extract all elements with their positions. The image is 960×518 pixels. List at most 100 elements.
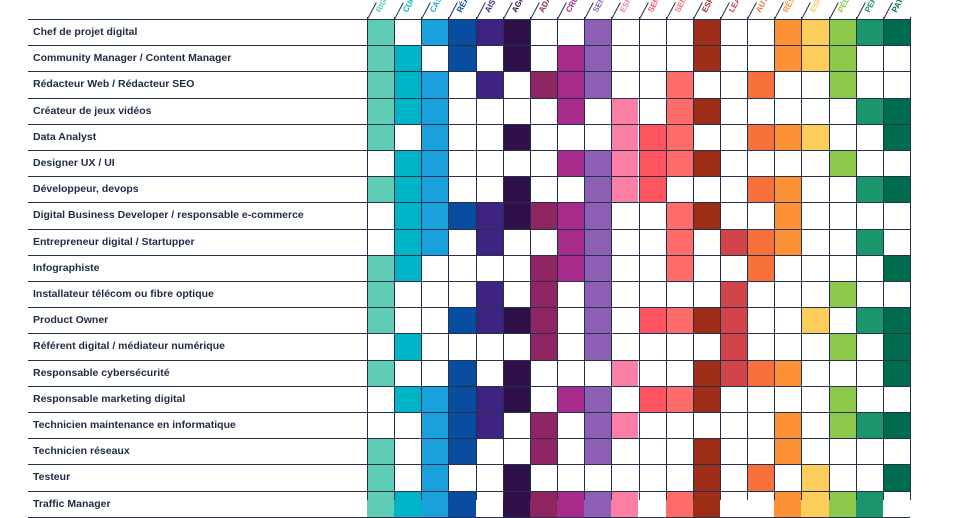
column-divider [747, 17, 749, 500]
skill-cell [584, 19, 612, 46]
skill-cell [394, 333, 422, 360]
skill-cell [692, 150, 720, 177]
skill-cell [665, 97, 693, 124]
column-divider-diagonal [665, 2, 676, 20]
skill-cell [719, 281, 748, 308]
skill-cell [502, 490, 530, 517]
skill-cell [828, 150, 856, 177]
skill-cell [475, 71, 503, 98]
column-divider [665, 17, 667, 500]
job-title: Traffic Manager [33, 497, 111, 510]
skill-cell [448, 307, 476, 334]
skill-cell [584, 202, 612, 229]
skill-cell [774, 123, 802, 150]
skill-cell [475, 307, 503, 334]
row-divider [28, 123, 910, 125]
skill-cell [557, 490, 585, 517]
column-divider [801, 17, 803, 500]
skill-cell [394, 176, 422, 203]
column-divider [882, 17, 884, 500]
skill-cell [801, 490, 829, 517]
skill-cell [692, 307, 720, 334]
skill-cell [529, 333, 558, 360]
job-title: Rédacteur Web / Rédacteur SEO [33, 78, 195, 91]
skill-cell [828, 281, 856, 308]
skill-cell [475, 19, 503, 46]
job-title: Technicien réseaux [33, 445, 130, 458]
skill-cell [747, 359, 775, 386]
row-divider [28, 412, 910, 413]
row-divider [28, 307, 910, 309]
skill-cell [774, 45, 802, 72]
job-title: Testeur [33, 471, 71, 484]
job-title: Développeur, devops [33, 183, 139, 196]
row-divider [28, 254, 910, 256]
skill-cell [665, 254, 693, 281]
skill-cell [692, 202, 720, 229]
skill-cell [692, 19, 720, 46]
skill-cell [394, 254, 422, 281]
skill-cell [502, 307, 530, 334]
skill-cell [828, 71, 856, 98]
skill-cell [692, 438, 720, 465]
skill-cell [557, 97, 585, 124]
column-divider [367, 17, 368, 500]
job-title: Community Manager / Content Manager [33, 52, 232, 65]
skill-cell [774, 176, 802, 203]
skill-cell [394, 228, 422, 255]
skill-cell [747, 71, 775, 98]
skill-cell [638, 307, 666, 334]
skill-cell [665, 307, 693, 334]
skill-cell [421, 202, 449, 229]
skill-cell [882, 97, 910, 124]
skills-matrix: RIG CUR CAS RÉA AIS AGI ADA CRE SEN ESP SEN SEN ESP L… [28, 0, 911, 518]
skill-cell [611, 412, 639, 439]
skill-cell [828, 385, 856, 412]
row-divider [28, 333, 910, 335]
skill-cell [367, 176, 395, 203]
row-divider [28, 176, 910, 178]
skill-cell [882, 254, 910, 281]
skill-cell [611, 97, 639, 124]
skill-cell [421, 412, 449, 439]
job-title: Entrepreneur digital / Startupper [33, 235, 195, 248]
skill-cell [774, 202, 802, 229]
skill-cell [584, 307, 612, 334]
skill-cell [557, 254, 585, 281]
skill-cell [774, 438, 802, 465]
skill-cell [367, 438, 395, 465]
skill-cell [801, 19, 829, 46]
column-divider [828, 17, 830, 500]
job-title: Responsable marketing digital [33, 392, 186, 405]
skill-cell [719, 359, 748, 386]
skill-cell [529, 71, 558, 98]
skill-cell [502, 385, 530, 412]
skill-cell [421, 71, 449, 98]
row-divider [28, 281, 910, 282]
skill-cell [584, 438, 612, 465]
column-divider [502, 17, 504, 500]
skill-cell [665, 490, 693, 517]
column-divider [475, 17, 477, 500]
skill-cell [475, 202, 503, 229]
skill-cell [584, 150, 612, 177]
column-divider-diagonal [638, 2, 649, 20]
skill-cell [557, 45, 585, 72]
skill-cell [774, 19, 802, 46]
skill-cell [611, 176, 639, 203]
skill-cell [611, 359, 639, 386]
skill-cell [584, 281, 612, 308]
skill-cell [692, 97, 720, 124]
skill-cell [502, 202, 530, 229]
skill-cell [882, 333, 910, 360]
job-title: Chef de projet digital [33, 26, 138, 38]
skill-cell [421, 19, 449, 46]
column-divider [584, 17, 586, 500]
skill-cell [584, 176, 612, 203]
skill-cell [584, 71, 612, 98]
column-divider [529, 17, 531, 500]
job-title: Technicien maintenance en informatique [33, 419, 236, 431]
skill-cell [719, 307, 748, 334]
skill-cell [529, 412, 558, 439]
skill-cell [584, 385, 612, 412]
